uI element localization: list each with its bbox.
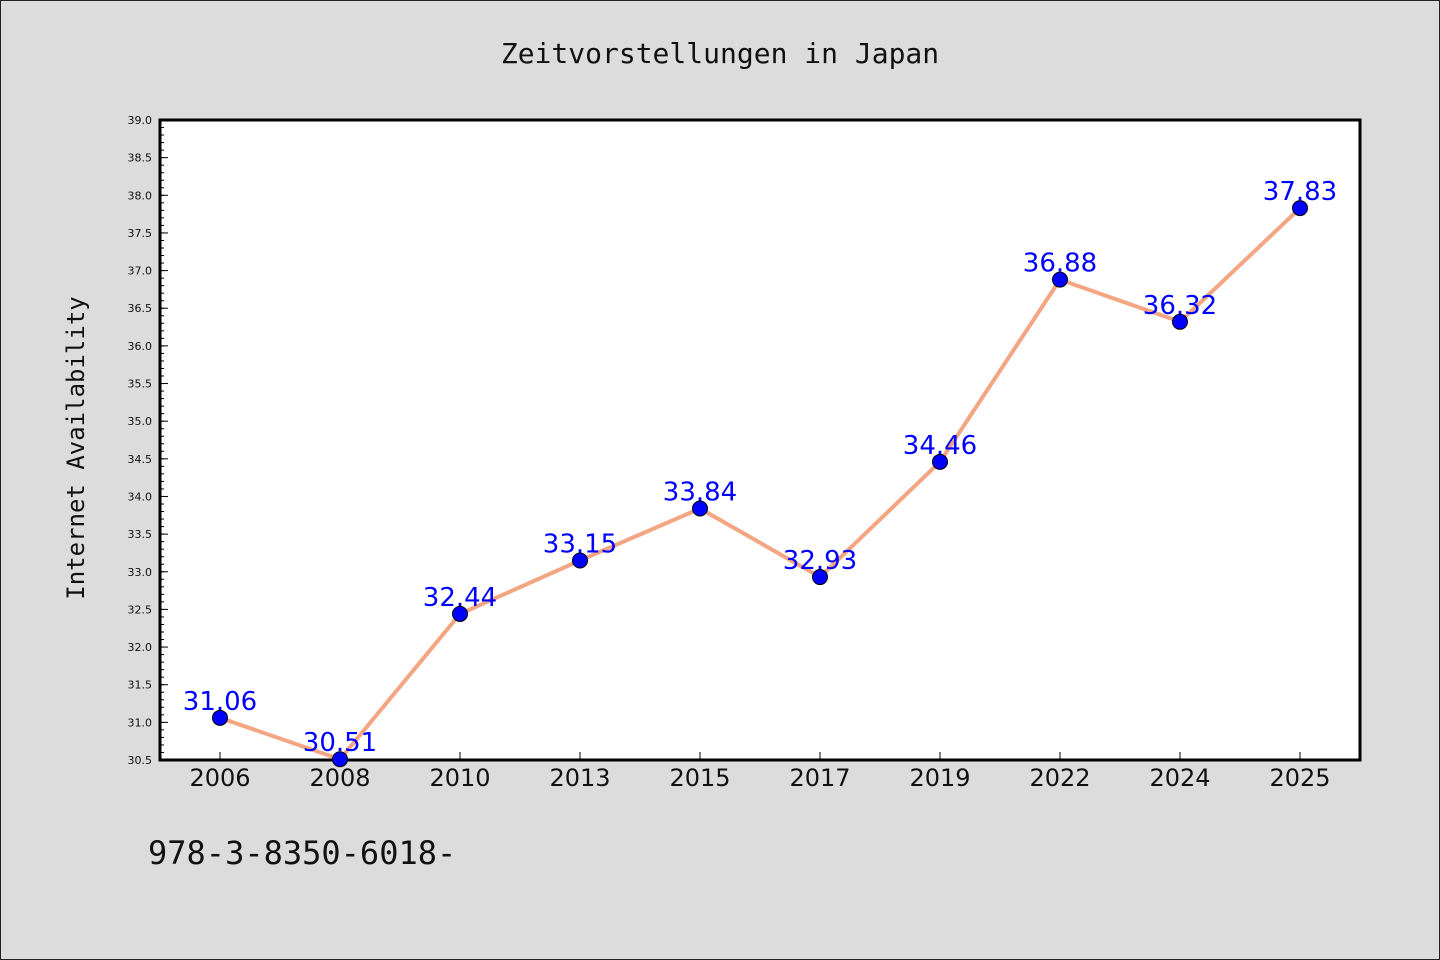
x-tick-label: 2019: [909, 764, 970, 792]
x-tick-label: 2024: [1149, 764, 1210, 792]
data-label: 34.46: [903, 431, 977, 461]
y-tick-label: 31.5: [128, 679, 153, 692]
plot-area: [158, 118, 1362, 762]
y-axis-label: Internet Availability: [62, 296, 90, 599]
y-tick-label: 34.5: [128, 453, 153, 466]
data-point-marker: [332, 751, 348, 768]
data-point-marker: [692, 500, 708, 517]
y-tick-label: 38.0: [128, 189, 153, 202]
y-tick-label: 34.0: [128, 490, 153, 503]
footer-code: 978-3-8350-6018-: [148, 834, 456, 872]
x-axis: 2006 2008 2010 2013 2015 2017 2019 2022 2024 2025: [189, 752, 1331, 792]
data-point-marker: [572, 552, 588, 569]
data-labels: 31.06 30.51 32.44 33.15 33.84 32.93 34.46 36.88…: [183, 177, 1337, 758]
x-tick-label: 2008: [309, 764, 370, 792]
series-line: [218, 206, 1302, 762]
y-tick-label: 32.0: [128, 641, 153, 654]
data-point-marker: [932, 453, 948, 470]
data-point-marker: [812, 569, 828, 586]
y-tick-label: 37.5: [128, 227, 153, 240]
y-axis: 30.5 31.0 31.5 32.0 32.5 33.0 33.5 34.0 34.5 35.0…: [128, 114, 168, 767]
data-point-marker: [212, 709, 228, 726]
y-tick-label: 37.0: [128, 265, 153, 278]
y-tick-label: 36.0: [128, 340, 153, 353]
x-tick-label: 2025: [1269, 764, 1330, 792]
x-tick-label: 2010: [429, 764, 490, 792]
y-tick-label: 31.0: [128, 716, 153, 729]
y-tick-label: 32.5: [128, 603, 153, 616]
y-tick-label: 35.0: [128, 415, 153, 428]
data-point-marker: [452, 605, 468, 622]
y-tick-label: 35.5: [128, 378, 153, 391]
y-tick-label: 33.0: [128, 566, 153, 579]
x-tick-label: 2017: [789, 764, 850, 792]
y-tick-label: 33.5: [128, 528, 153, 541]
data-label: 32.93: [783, 546, 857, 576]
chart-title: Zeitvorstellungen in Japan: [501, 37, 939, 70]
data-point-marker: [1292, 200, 1308, 217]
x-tick-label: 2006: [189, 764, 250, 792]
data-point-marker: [1172, 313, 1188, 330]
data-label: 33.15: [543, 529, 617, 559]
x-tick-label: 2013: [549, 764, 610, 792]
series-line-group: [218, 206, 1302, 762]
y-tick-label: 36.5: [128, 302, 153, 315]
data-label: 36.32: [1143, 291, 1217, 321]
data-label: 32.44: [423, 583, 497, 613]
y-tick-label: 38.5: [128, 152, 153, 165]
data-label: 31.06: [183, 687, 257, 717]
data-label: 33.84: [663, 478, 737, 508]
y-tick-label: 30.5: [128, 754, 153, 767]
data-label: 36.88: [1023, 249, 1097, 279]
data-label: 37.83: [1263, 177, 1337, 207]
x-tick-label: 2022: [1029, 764, 1090, 792]
y-tick-label: 39.0: [128, 114, 153, 127]
data-point-marker: [1052, 271, 1068, 288]
x-tick-label: 2015: [669, 764, 730, 792]
data-label: 30.51: [303, 728, 377, 758]
series-markers: [212, 200, 1308, 768]
